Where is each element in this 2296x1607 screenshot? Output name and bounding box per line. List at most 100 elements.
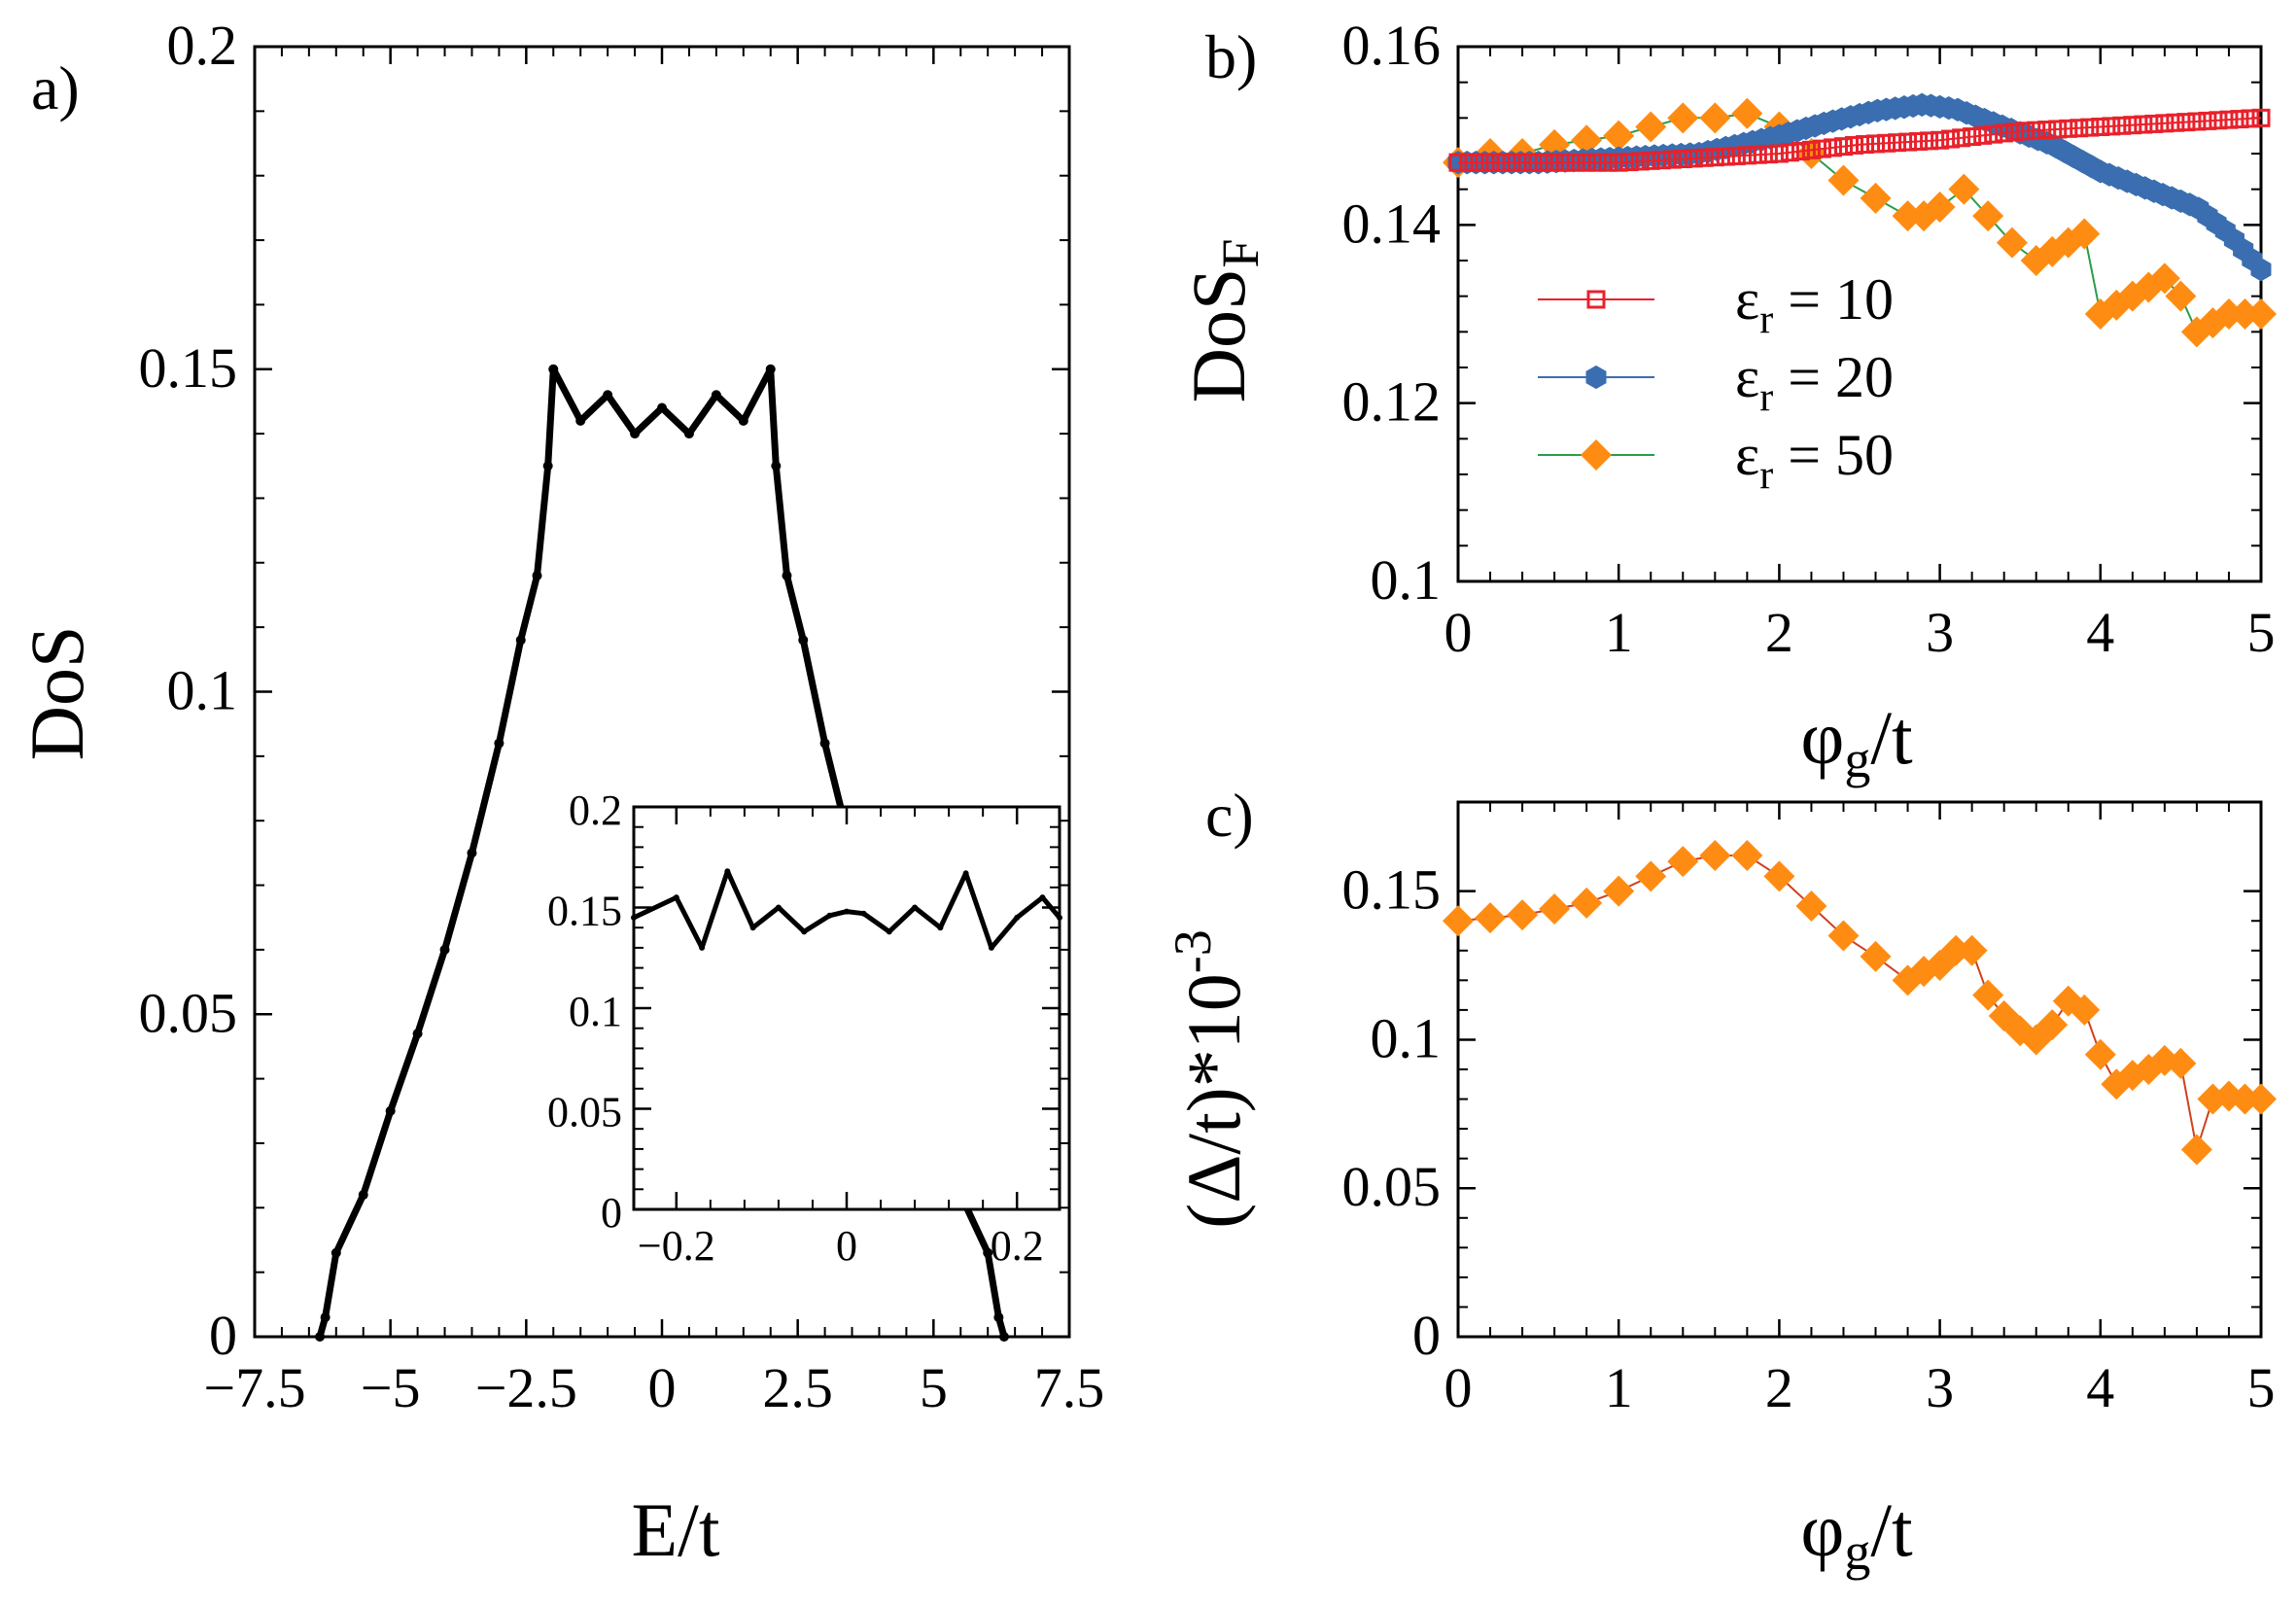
legend-label-1-value: = 20 (1773, 345, 1894, 409)
panel-a-dos-point (630, 429, 641, 439)
panel-c-tick-labels: 0 1 2 3 4 5 0 0.05 0.1 0.15 (1342, 858, 2276, 1419)
panel-b-series-0-point (1748, 145, 1767, 164)
panel-a-dos-point (657, 402, 667, 413)
panel-a-ytick-label: 0.05 (139, 981, 238, 1044)
panel-c-ytick-label: 0 (1412, 1304, 1441, 1367)
panel-b-series-0-point (1737, 146, 1757, 165)
legend-label-0-sub: r (1759, 297, 1773, 342)
panel-a-ytick-label: 0.2 (167, 14, 238, 77)
panel-b-series-0-point (1609, 153, 1628, 172)
panel-b-series-0-point (1726, 146, 1746, 165)
panel-b-series-0-point (2187, 112, 2207, 131)
panel-b-series-0-point (1587, 153, 1607, 172)
panel-b-series-0-point (1523, 153, 1543, 172)
panel-b-series-0-point (2209, 111, 2228, 130)
panel-b-series-0-point (2251, 108, 2271, 127)
panel-c-xtick-label: 5 (2247, 1356, 2276, 1419)
panel-c-ytick-label: 0.05 (1342, 1155, 1442, 1218)
inset-dos-point (886, 928, 892, 935)
panel-b-xtick-label: 1 (1605, 601, 1633, 664)
panel-b-series-0-point (1684, 149, 1703, 168)
panel-c-ylabel-main: (Δ/t)*10 (1171, 973, 1256, 1228)
panel-c-point (1940, 934, 1972, 966)
panel-a-xlabel: E/t (632, 1487, 720, 1572)
panel-c-xtick-label: 1 (1605, 1356, 1633, 1419)
panel-b-series-0-point (1758, 145, 1778, 164)
inset-tick-labels: −0.2 0 0.2 0 0.05 0.1 0.15 0.2 (547, 786, 1044, 1270)
panel-a-xtick-label: 5 (920, 1356, 948, 1419)
legend-label-2-sub: r (1759, 453, 1773, 498)
panel-b-series-0-point (2059, 119, 2078, 138)
panel-c-ytick-label: 0.15 (1342, 858, 1442, 922)
panel-b-series-2-point (1731, 97, 1763, 129)
inset-dos-point (699, 944, 706, 951)
panel-a-dos-point (683, 429, 694, 439)
panel-a-dos-point (765, 364, 776, 374)
panel-b-series-0-point (2005, 122, 2025, 142)
panel-c-point (1860, 940, 1892, 972)
panel-b-series-0-point (1823, 138, 1842, 157)
panel-b-ytick-label: 0.14 (1342, 192, 1442, 255)
panel-b-series-0-point (2048, 120, 2068, 139)
panel-c-point (2165, 1047, 2197, 1079)
inset-xtick-label: −0.2 (638, 1222, 715, 1270)
panel-c-point (1507, 899, 1539, 931)
panel-b-series-2-point (1860, 182, 1892, 214)
panel-c-point (2180, 1134, 2212, 1166)
panel-b-label: b) (1205, 22, 1257, 91)
panel-a-dos-point (467, 848, 477, 858)
panel-b-series-0-point (1780, 143, 1799, 162)
inset-ytick-label: 0.2 (569, 786, 622, 834)
panel-b-series-0-point (1952, 128, 1971, 148)
panel-a-dos-point (494, 738, 504, 749)
inset-dos-point (860, 910, 867, 917)
panel-b-ytick-label: 0.1 (1371, 548, 1442, 611)
panel-a-dos-point (542, 461, 553, 472)
panel-b-series-0-point (1888, 133, 1907, 153)
legend-label-0-symbol: ε (1735, 267, 1759, 332)
legend-label-1-sub: r (1759, 375, 1773, 420)
panel-c-point (2084, 1038, 2116, 1070)
inset-dos-point (801, 928, 808, 935)
inset-dos-point (673, 894, 679, 901)
panel-a-dos-point (532, 571, 542, 581)
panel-b-series-2-point (1667, 102, 1699, 134)
legend-label-2-symbol: ε (1735, 423, 1759, 487)
panel-b-series-0-point (2123, 116, 2142, 135)
legend-label-0: εr = 10 (1735, 267, 1894, 342)
panel-b-series-0-point (2219, 110, 2239, 129)
inset-background (634, 807, 1060, 1209)
panel-b-series-0-point (1662, 150, 1682, 169)
panel-b-series-0-point (1555, 153, 1575, 172)
legend-marker-1 (1585, 365, 1607, 390)
panel-a-dos-point (782, 571, 792, 581)
panel-b-series-0-point (1502, 153, 1521, 172)
panel-b-ytick-label: 0.12 (1342, 370, 1442, 434)
inset-dos-point (724, 868, 731, 875)
panel-a-dos-point (711, 390, 721, 401)
inset-dos-point (826, 912, 833, 919)
panel-a-xtick-label: 7.5 (1034, 1356, 1105, 1419)
panel-b-xlabel-phi: φ (1800, 695, 1844, 780)
panel-b-series-0-point (1909, 131, 1929, 151)
panel-c-xtick-label: 0 (1444, 1356, 1473, 1419)
panel-a-dos-point (358, 1190, 368, 1201)
panel-b-ylabel-main: DoS (1176, 268, 1261, 403)
panel-b-xlabel: φg/t (1800, 695, 1913, 788)
panel-b-series-0-point (1491, 153, 1511, 172)
panel-b-series-2-point (2229, 298, 2261, 330)
panel-a-dos-point (439, 944, 450, 955)
panel-a-dos-point (320, 1312, 330, 1323)
panel-a: a) −7.5 −5 −2.5 0 2.5 5 7.5 0 0.05 0.1 0.15 0.2 E/t… (15, 14, 1104, 1572)
panel-c-point (1699, 840, 1731, 871)
panel-b-series-0-point (1470, 153, 1489, 172)
panel-c-point (1603, 875, 1635, 907)
inset-dos-point (749, 925, 756, 931)
panel-a-dos-point (315, 1332, 326, 1342)
panel-a-dos-point (330, 1247, 341, 1258)
panel-b-series-0-point (1898, 132, 1918, 152)
panel-b-ytick-label: 0.16 (1342, 14, 1442, 77)
panel-a-dos-point (515, 635, 526, 646)
